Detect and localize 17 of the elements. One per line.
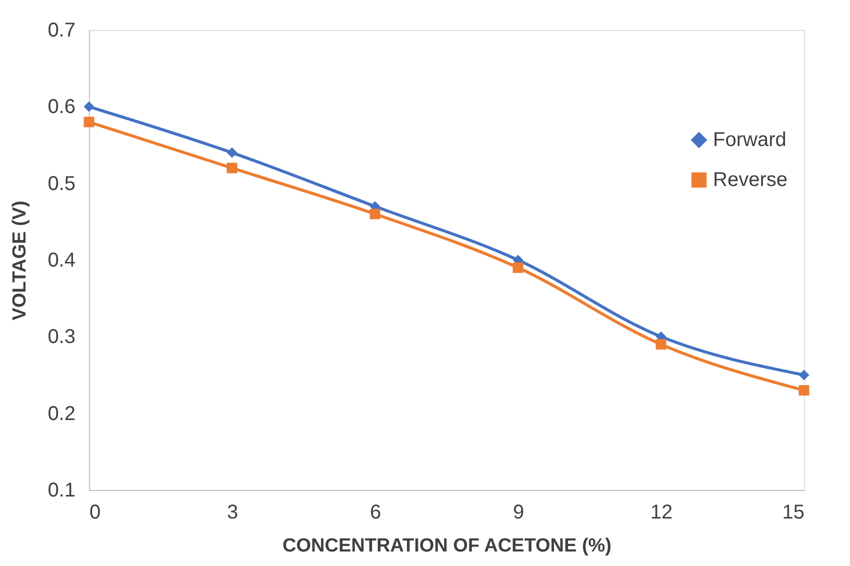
- y-tick-label: 0.6: [48, 96, 76, 118]
- x-tick-label: 12: [650, 502, 673, 524]
- y-tick-label: 0.3: [48, 326, 76, 348]
- x-tick-label: 9: [512, 502, 524, 524]
- y-tick-label: 0.1: [48, 480, 76, 502]
- y-tick-label: 0.4: [48, 250, 76, 272]
- y-tick-label: 0.2: [48, 402, 76, 425]
- legend-label: Forward: [713, 129, 786, 151]
- x-axis-title: CONCENTRATION OF ACETONE (%): [282, 536, 612, 556]
- y-axis-title: VOLTAGE (V): [10, 200, 31, 320]
- x-tick-label: 3: [226, 502, 238, 524]
- legend-label: Reverse: [713, 169, 788, 191]
- y-tick-label: 0.5: [48, 172, 76, 195]
- x-tick-label: 6: [370, 502, 382, 524]
- x-tick-label: 15: [782, 502, 804, 524]
- y-tick-label: 0.7: [48, 20, 76, 42]
- x-tick-label: 0: [90, 502, 101, 524]
